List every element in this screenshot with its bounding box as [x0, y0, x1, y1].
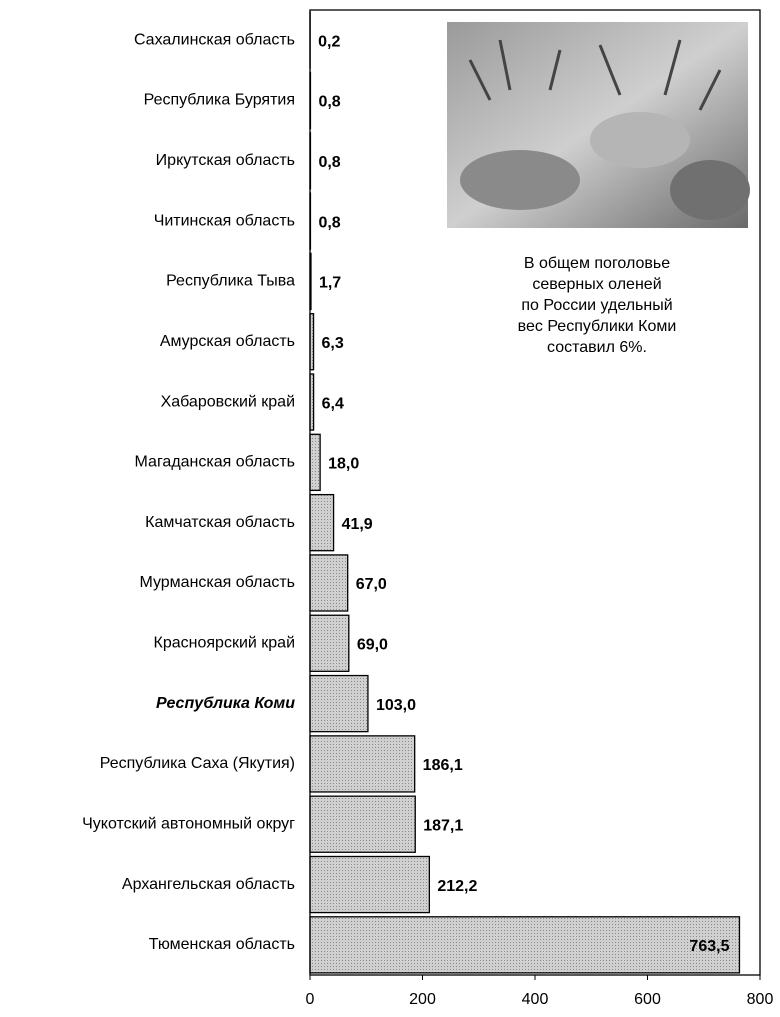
x-tick-label: 800: [747, 991, 774, 1008]
y-tick-label: Чукотский автономный округ: [82, 815, 295, 832]
y-tick-label: Республика Коми: [156, 695, 295, 712]
value-label: 41,9: [342, 516, 373, 533]
value-label: 67,0: [356, 576, 387, 593]
bar: [310, 917, 739, 973]
value-label: 187,1: [423, 817, 463, 834]
bar: [310, 495, 334, 551]
value-label: 6,4: [322, 395, 344, 412]
bar: [310, 434, 320, 490]
photo: [447, 22, 750, 228]
annotation-line: по России удельный: [521, 297, 672, 314]
y-tick-label: Амурская область: [160, 333, 295, 350]
y-tick-label: Республика Тыва: [166, 273, 295, 290]
x-tick-label: 400: [522, 991, 549, 1008]
value-label: 103,0: [376, 697, 416, 714]
bar: [310, 615, 349, 671]
x-tick-label: 200: [409, 991, 436, 1008]
y-tick-label: Тюменская область: [149, 936, 295, 953]
chart: В общем поголовье северных оленей по Росси…: [0, 0, 780, 1017]
y-tick-label: Магаданская область: [135, 454, 295, 471]
y-tick-label: Иркутская область: [156, 152, 295, 169]
y-tick-label: Красноярский край: [154, 635, 295, 652]
value-label: 763,5: [689, 938, 729, 955]
bar: [310, 736, 415, 792]
y-tick-label: Хабаровский край: [161, 393, 295, 410]
y-tick-label: Мурманская область: [139, 574, 295, 591]
bar: [310, 796, 415, 852]
value-label: 1,7: [319, 275, 341, 292]
annotation-line: вес Республики Коми: [518, 318, 677, 335]
y-tick-label: Сахалинская область: [134, 31, 295, 48]
bar: [310, 856, 429, 912]
y-tick-label: Архангельская область: [122, 876, 295, 893]
annotation-line: северных оленей: [532, 276, 661, 293]
value-label: 18,0: [328, 456, 359, 473]
y-tick-label: Республика Саха (Якутия): [100, 755, 295, 772]
annotation-line: В общем поголовье: [524, 255, 670, 272]
value-label: 212,2: [437, 878, 477, 895]
y-tick-label: Читинская область: [154, 212, 295, 229]
bar: [310, 676, 368, 732]
value-label: 69,0: [357, 637, 388, 654]
y-tick-label: Республика Бурятия: [144, 92, 295, 109]
value-label: 0,8: [318, 154, 340, 171]
x-tick-label: 600: [634, 991, 661, 1008]
value-label: 0,8: [318, 214, 340, 231]
value-label: 186,1: [423, 757, 463, 774]
annotation: В общем поголовье северных оленей по Росси…: [518, 255, 677, 356]
value-label: 6,3: [322, 335, 344, 352]
value-label: 0,8: [318, 94, 340, 111]
value-label: 0,2: [318, 33, 340, 50]
annotation-line: составил 6%.: [547, 339, 647, 356]
x-tick-label: 0: [306, 991, 315, 1008]
y-tick-label: Камчатская область: [145, 514, 295, 531]
bar: [310, 555, 348, 611]
